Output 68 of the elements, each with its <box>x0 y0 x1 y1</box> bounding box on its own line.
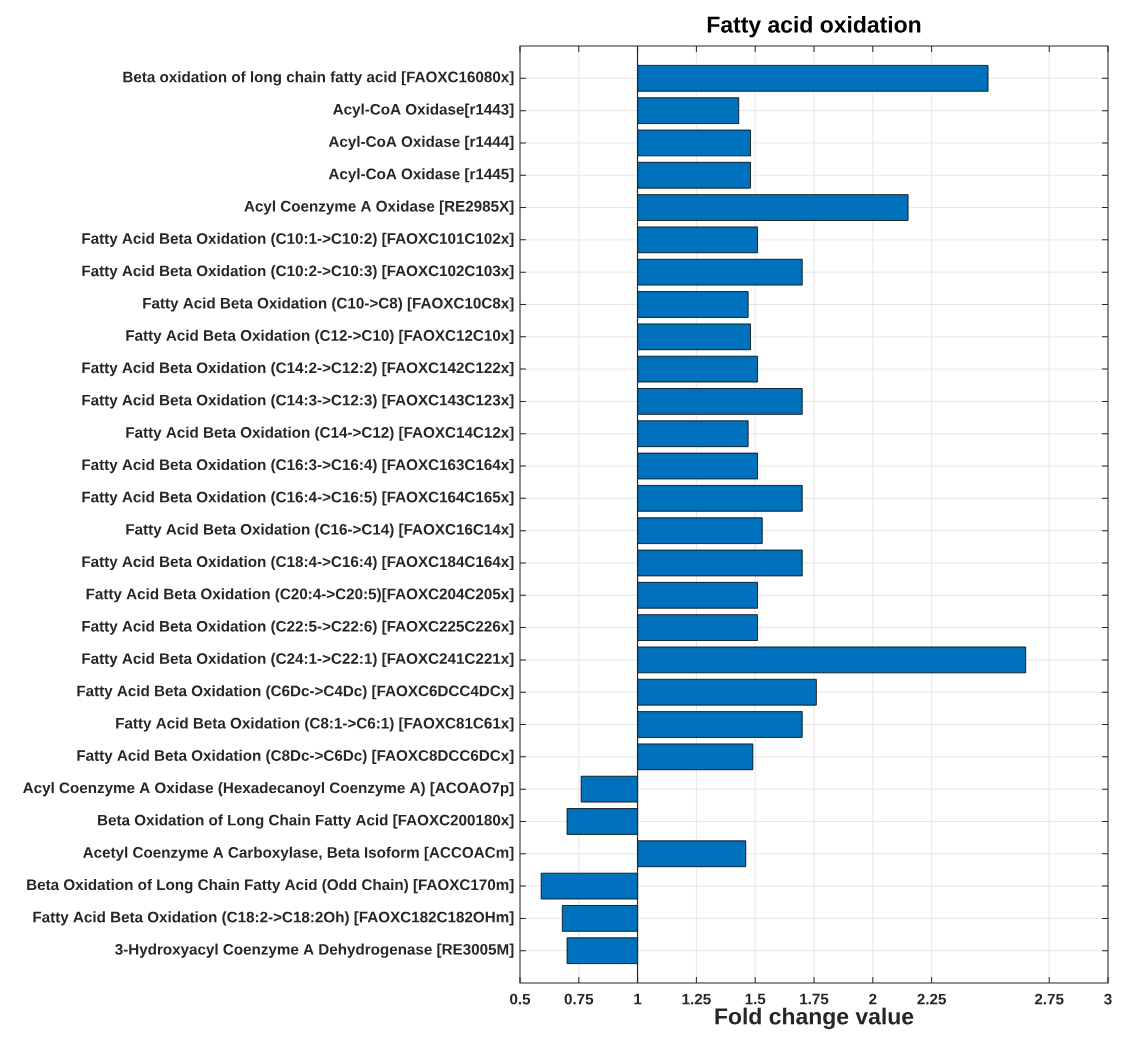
y-tick-label: Fatty Acid Beta Oxidation (C14->C12) [FAOXC14C12x] <box>126 426 514 441</box>
bar <box>637 840 747 868</box>
y-tick-label: Fatty Acid Beta Oxidation (C10:2->C10:3) [FAOXC102C103x] <box>82 265 514 280</box>
bar <box>637 420 749 448</box>
bar <box>637 97 740 124</box>
y-tick-label: Fatty Acid Beta Oxidation (C14:2->C12:2) [FAOXC142C122x] <box>82 362 514 377</box>
y-tick-label: Acyl Coenzyme A Oxidase [RE2985X] <box>244 200 514 215</box>
x-tick-label: 3 <box>1104 993 1112 1005</box>
bar <box>637 452 758 480</box>
bar <box>540 872 638 900</box>
bar <box>561 905 638 932</box>
bar <box>566 937 638 965</box>
y-tick-label: Fatty Acid Beta Oxidation (C18:4->C16:4) [FAOXC184C164x] <box>82 555 514 571</box>
y-tick-label: Fatty Acid Beta Oxidation (C10:1->C10:2) [FAOXC101C102x] <box>82 232 514 247</box>
y-tick-label: Fatty Acid Beta Oxidation (C24:1->C22:1) [FAOXC241C221x] <box>82 652 514 667</box>
bar <box>637 323 751 351</box>
bar <box>637 678 817 706</box>
y-tick-label: Acetyl Coenzyme A Carboxylase, Beta Isoform [ACCOACm] <box>83 846 514 861</box>
bar <box>566 808 638 835</box>
bar <box>637 743 754 771</box>
y-tick-label: Fatty Acid Beta Oxidation (C8:1->C6:1) [FAOXC81C61x] <box>116 717 514 732</box>
bar <box>637 646 1027 674</box>
y-tick-label: Fatty Acid Beta Oxidation (C12->C10) [FAOXC12C10x] <box>126 329 514 344</box>
bar <box>637 258 803 286</box>
y-tick-label: Fatty Acid Beta Oxidation (C16:3->C16:4) [FAOXC163C164x] <box>82 458 514 474</box>
bar <box>637 161 751 189</box>
x-tick-label: 0.5 <box>510 993 531 1005</box>
x-tick-label: 2 <box>869 993 877 1005</box>
y-tick-label: Beta Oxidation of Long Chain Fatty Acid [FAOXC200180x] <box>98 814 514 829</box>
x-tick-label: 1.5 <box>745 993 766 1005</box>
bar <box>637 291 749 318</box>
bar <box>637 549 803 577</box>
y-tick-label: Acyl-CoA Oxidase [r1445] <box>328 168 514 183</box>
y-tick-label: Fatty Acid Beta Oxidation (C20:4->C20:5)[FAOXC204C205x] <box>86 588 514 603</box>
bar <box>637 485 803 512</box>
y-tick-label: Fatty Acid Beta Oxidation (C6Dc->C4Dc) [FAOXC6DCC4DCx] <box>77 685 514 700</box>
y-tick-label: Fatty Acid Beta Oxidation (C16->C14) [FAOXC16C14x] <box>126 523 514 538</box>
x-tick-label: 1.75 <box>800 993 829 1005</box>
y-tick-label: Beta Oxidation of Long Chain Fatty Acid (Odd Chain) [FAOXC170m] <box>27 878 514 894</box>
x-tick-label: 1.25 <box>682 993 711 1005</box>
bar <box>637 194 909 221</box>
y-tick-label: Fatty Acid Beta Oxidation (C10->C8) [FAOXC10C8x] <box>143 297 514 312</box>
y-tick-label: 3-Hydroxyacyl Coenzyme A Dehydrogenase [RE3005M] <box>115 943 514 958</box>
bar <box>637 355 758 383</box>
bar <box>637 517 763 544</box>
y-tick-label: Beta oxidation of long chain fatty acid [FAOXC16080x] <box>123 71 514 86</box>
x-tick-label: 2.25 <box>917 993 946 1005</box>
bar <box>637 226 758 254</box>
bar <box>637 581 758 609</box>
y-tick-label: Acyl-CoA Oxidase [r1444] <box>328 135 514 151</box>
x-axis-title: Fold change value <box>715 1007 914 1030</box>
x-tick-label: 2.75 <box>1034 993 1064 1005</box>
y-tick-label: Fatty Acid Beta Oxidation (C16:4->C16:5) [FAOXC164C165x] <box>82 491 514 506</box>
y-tick-label: Fatty Acid Beta Oxidation (C14:3->C12:3) [FAOXC143C123x] <box>82 394 514 409</box>
x-tick-label: 0.75 <box>564 993 594 1005</box>
bar <box>637 711 803 738</box>
y-tick-label: Acyl Coenzyme A Oxidase (Hexadecanoyl Coenzyme A) [ACOAO7p] <box>23 782 514 797</box>
bar <box>637 129 751 157</box>
y-tick-label: Fatty Acid Beta Oxidation (C22:5->C22:6) [FAOXC225C226x] <box>82 620 514 635</box>
bar <box>637 614 758 641</box>
bar <box>637 388 803 415</box>
y-tick-label: Fatty Acid Beta Oxidation (C18:2->C18:2Oh) [FAOXC182C182OHm] <box>33 911 514 926</box>
x-tick-label: 1 <box>634 993 642 1005</box>
bar <box>580 775 638 803</box>
chart-title: Fatty acid oxidation <box>707 15 921 38</box>
y-tick-label: Acyl-CoA Oxidase[r1443] <box>333 103 514 118</box>
bar <box>637 64 989 92</box>
y-tick-label: Fatty Acid Beta Oxidation (C8Dc->C6Dc) [FAOXC8DCC6DCx] <box>77 749 514 764</box>
